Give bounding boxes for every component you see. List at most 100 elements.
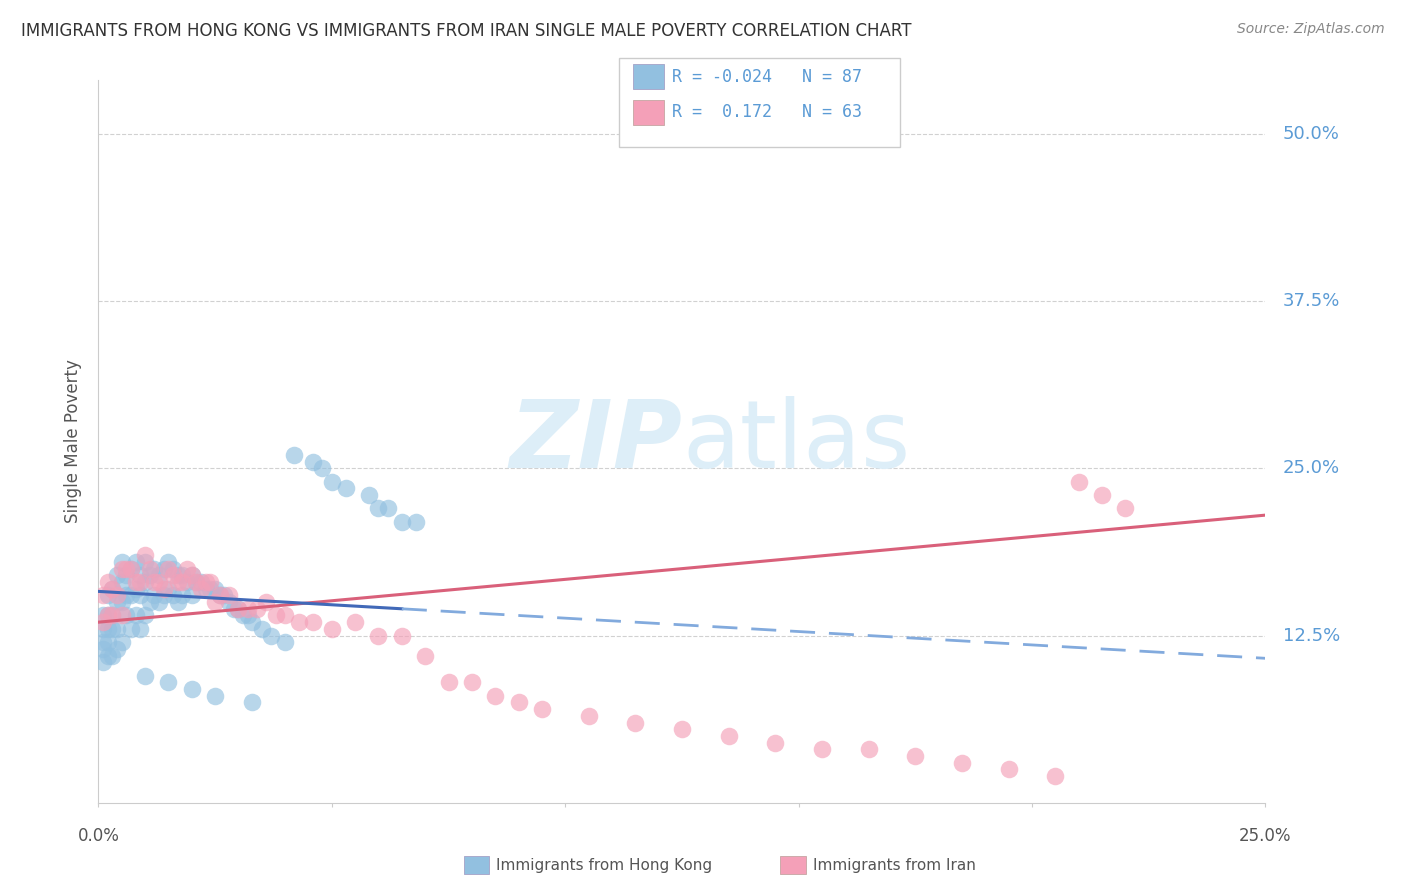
Point — [246, 602, 269, 616]
Point — [152, 582, 174, 596]
Point — [997, 762, 1019, 776]
Point — [111, 608, 134, 623]
Point — [194, 582, 217, 596]
Point — [111, 575, 134, 590]
Point — [166, 568, 188, 582]
Point — [180, 568, 202, 582]
Text: Immigrants from Iran: Immigrants from Iran — [813, 858, 976, 872]
Point — [91, 635, 114, 649]
Point — [134, 548, 156, 563]
Point — [152, 589, 174, 603]
Text: R =  0.172   N = 63: R = 0.172 N = 63 — [672, 103, 862, 121]
Point — [139, 562, 162, 576]
Point — [134, 575, 156, 590]
Point — [208, 589, 231, 603]
Point — [624, 715, 647, 730]
Text: 50.0%: 50.0% — [1282, 125, 1340, 143]
Point — [115, 568, 138, 582]
Point — [391, 515, 413, 529]
Point — [143, 562, 166, 576]
Point — [321, 622, 343, 636]
Point — [437, 675, 460, 690]
Point — [101, 648, 124, 663]
Point — [204, 595, 226, 609]
Text: 25.0%: 25.0% — [1239, 827, 1292, 845]
Point — [578, 708, 600, 723]
Point — [391, 628, 413, 642]
Point — [101, 622, 124, 636]
Point — [148, 568, 170, 582]
Point — [111, 595, 134, 609]
Point — [302, 615, 325, 630]
Point — [111, 562, 134, 576]
Point — [120, 622, 142, 636]
Text: 12.5%: 12.5% — [1282, 626, 1340, 645]
Point — [904, 749, 927, 764]
Point — [134, 555, 156, 569]
Point — [162, 589, 184, 603]
Text: atlas: atlas — [682, 395, 910, 488]
Point — [1067, 475, 1090, 489]
Point — [101, 608, 124, 623]
Point — [950, 756, 973, 770]
Point — [242, 615, 264, 630]
Point — [204, 582, 226, 596]
Point — [236, 608, 259, 623]
Point — [139, 595, 162, 609]
Text: ZIP: ZIP — [509, 395, 682, 488]
Point — [1091, 488, 1114, 502]
Point — [208, 589, 231, 603]
Point — [143, 589, 166, 603]
Point — [129, 568, 152, 582]
Point — [228, 602, 250, 616]
Point — [717, 729, 740, 743]
Point — [484, 689, 506, 703]
Point — [190, 582, 212, 596]
Point — [811, 742, 834, 756]
Point — [125, 555, 148, 569]
Point — [264, 608, 287, 623]
Point — [125, 575, 148, 590]
Point — [157, 582, 180, 596]
Point — [274, 608, 297, 623]
Point — [157, 555, 180, 569]
Point — [105, 622, 128, 636]
Point — [858, 742, 880, 756]
Point — [172, 575, 194, 590]
Point — [91, 608, 114, 623]
Point — [148, 575, 170, 590]
Point — [97, 589, 120, 603]
Point — [111, 555, 134, 569]
Point — [180, 568, 202, 582]
Point — [115, 608, 138, 623]
Point — [152, 562, 174, 576]
Text: 37.5%: 37.5% — [1282, 292, 1340, 310]
Point — [190, 575, 212, 590]
Point — [129, 589, 152, 603]
Point — [204, 689, 226, 703]
Point — [91, 615, 114, 630]
Point — [321, 475, 343, 489]
Point — [186, 575, 208, 590]
Point — [335, 482, 357, 496]
Y-axis label: Single Male Poverty: Single Male Poverty — [65, 359, 83, 524]
Point — [125, 582, 148, 596]
Point — [242, 696, 264, 710]
Point — [367, 501, 389, 516]
Point — [283, 448, 305, 462]
Point — [105, 589, 128, 603]
Point — [120, 562, 142, 576]
Point — [180, 681, 202, 696]
Point — [166, 575, 188, 590]
Point — [405, 515, 427, 529]
Point — [228, 602, 250, 616]
Point — [139, 568, 162, 582]
Point — [218, 595, 240, 609]
Point — [157, 675, 180, 690]
Point — [162, 568, 184, 582]
Point — [180, 589, 202, 603]
Point — [236, 602, 259, 616]
Point — [176, 575, 198, 590]
Point — [367, 628, 389, 642]
Point — [105, 568, 128, 582]
